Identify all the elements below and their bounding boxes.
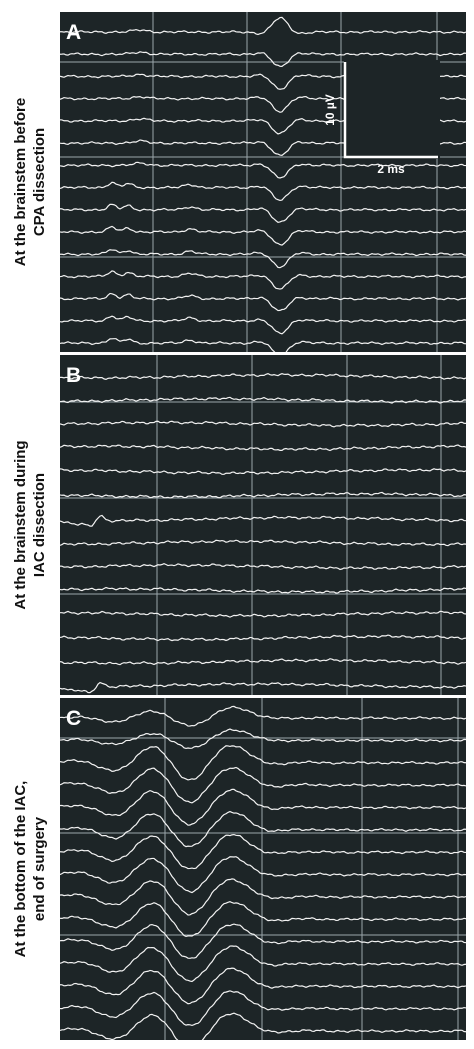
trace bbox=[60, 338, 466, 352]
trace bbox=[60, 514, 466, 527]
trace bbox=[60, 420, 466, 428]
trace bbox=[60, 1012, 466, 1040]
trace bbox=[60, 444, 466, 452]
trace bbox=[60, 705, 466, 727]
trace bbox=[60, 396, 466, 404]
trace bbox=[60, 833, 466, 870]
side-label: IAC dissection bbox=[31, 473, 48, 577]
trace bbox=[60, 372, 466, 380]
trace bbox=[60, 810, 466, 848]
trace bbox=[60, 315, 466, 335]
panel-letter: C bbox=[66, 707, 81, 730]
trace bbox=[60, 161, 466, 179]
trace bbox=[60, 766, 466, 804]
trace bbox=[60, 788, 466, 826]
scale-bar bbox=[343, 62, 438, 159]
trace bbox=[60, 563, 466, 571]
panel-traces bbox=[60, 698, 466, 1040]
panel-background bbox=[60, 355, 466, 695]
trace bbox=[60, 249, 466, 269]
trace bbox=[60, 878, 466, 916]
trace bbox=[60, 923, 466, 959]
side-label: end of surgery bbox=[31, 816, 48, 921]
side-label: At the brainstem before bbox=[12, 98, 29, 266]
side-label: At the brainstem during bbox=[12, 440, 29, 609]
panel-traces bbox=[60, 355, 466, 695]
trace bbox=[60, 270, 466, 290]
trace bbox=[60, 51, 466, 67]
trace bbox=[60, 658, 466, 666]
trace bbox=[60, 586, 466, 594]
trace bbox=[60, 292, 466, 312]
trace bbox=[60, 181, 466, 202]
side-label: CPA dissection bbox=[31, 128, 48, 236]
trace bbox=[60, 945, 466, 983]
trace bbox=[60, 634, 466, 642]
trace bbox=[60, 745, 466, 781]
trace bbox=[60, 491, 466, 499]
trace bbox=[60, 901, 466, 938]
trace bbox=[60, 681, 466, 694]
scale-voltage-label: 10 µV bbox=[323, 94, 337, 126]
trace bbox=[60, 539, 466, 547]
trace bbox=[60, 967, 466, 1005]
trace bbox=[60, 203, 466, 223]
panel-letter: B bbox=[66, 364, 81, 387]
panel-letter: A bbox=[66, 21, 81, 44]
trace bbox=[60, 610, 466, 618]
panel-background bbox=[60, 698, 466, 1040]
scale-time-label: 2 ms bbox=[377, 162, 405, 176]
trace bbox=[60, 225, 466, 246]
trace bbox=[60, 468, 466, 475]
side-label: At the bottom of the IAC, bbox=[12, 781, 29, 958]
trace bbox=[60, 856, 466, 894]
trace bbox=[60, 728, 466, 750]
trace bbox=[60, 16, 466, 36]
scale-bar-backdrop bbox=[344, 60, 440, 159]
trace bbox=[60, 990, 466, 1027]
